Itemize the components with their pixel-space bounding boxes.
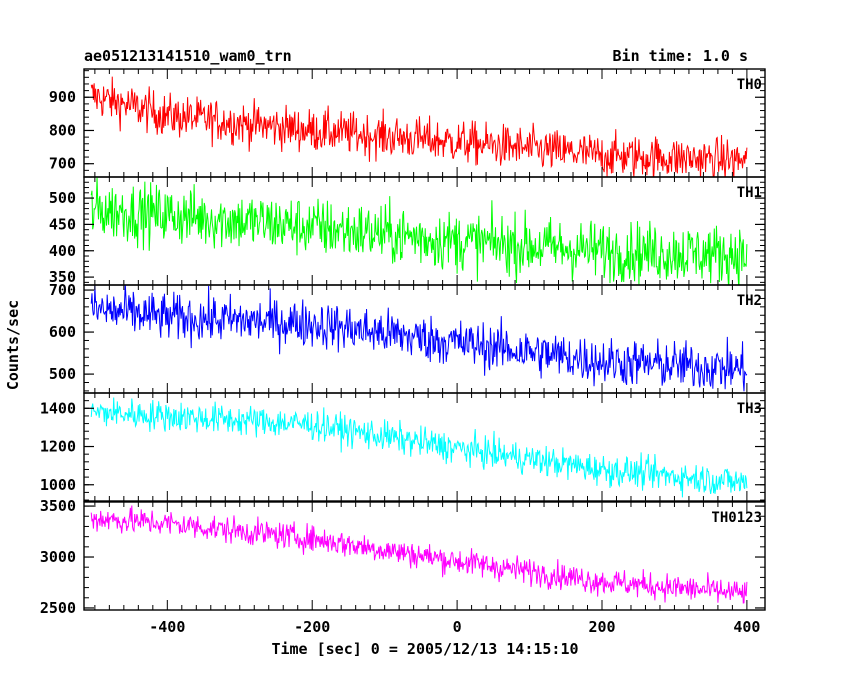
y-tick-label: 900	[49, 88, 76, 106]
panel-th0: 700 800 900 TH0	[49, 68, 766, 178]
y-tick-label: 700	[49, 155, 76, 173]
y-axis-label: Counts/sec	[4, 300, 22, 390]
series-line-th3	[90, 397, 748, 498]
series-line-th1	[90, 177, 748, 285]
y-tick-label: 3500	[40, 497, 76, 515]
y-tick-label: 1200	[40, 438, 76, 456]
panel-label-th2: TH2	[737, 293, 762, 309]
x-tick-label: -200	[294, 618, 330, 636]
y-tick-label: 2500	[40, 599, 76, 617]
y-tick-label: 1400	[40, 399, 76, 417]
panel-frame	[83, 176, 766, 286]
x-tick-label: -400	[149, 618, 185, 636]
panel-label-th0: TH0	[737, 77, 762, 93]
x-axis: -400 -200 0 200 400	[149, 618, 760, 636]
panel-th0123: 2500 3000 3500 TH0123	[40, 497, 766, 617]
panels-group: 700 800 900 TH0 350 400 450 500 TH1 500 600 700 TH2 1…	[40, 68, 766, 617]
y-tick-label: 350	[49, 268, 76, 286]
x-tick-label: 0	[453, 618, 462, 636]
panel-th3: 1000 1200 1400 TH3	[40, 392, 766, 502]
x-tick-label: 400	[733, 618, 760, 636]
y-tick-label: 450	[49, 215, 76, 233]
y-tick-label: 1000	[40, 476, 76, 494]
x-axis-label: Time [sec] 0 = 2005/12/13 14:15:10	[271, 640, 578, 658]
panel-label-th3: TH3	[737, 401, 762, 417]
panel-th2: 500 600 700 TH2	[49, 281, 766, 394]
series-line-th2	[90, 285, 748, 392]
chart-title: ae051213141510_wam0_trn	[84, 47, 292, 65]
panel-label-th0123: TH0123	[711, 510, 762, 526]
panel-frame	[83, 392, 766, 502]
y-tick-label: 400	[49, 242, 76, 260]
y-tick-label: 600	[49, 323, 76, 341]
y-tick-label: 3000	[40, 548, 76, 566]
panel-frame	[83, 501, 766, 611]
series-line-th0	[90, 76, 748, 177]
y-tick-label: 700	[49, 281, 76, 299]
series-line-th0123	[90, 505, 748, 604]
y-tick-label: 500	[49, 365, 76, 383]
y-tick-label: 500	[49, 189, 76, 207]
panel-th1: 350 400 450 500 TH1	[49, 176, 766, 286]
y-tick-label: 800	[49, 121, 76, 139]
x-tick-label: 200	[588, 618, 615, 636]
panel-label-th1: TH1	[737, 185, 762, 201]
bin-time-label: Bin time: 1.0 s	[613, 47, 748, 65]
